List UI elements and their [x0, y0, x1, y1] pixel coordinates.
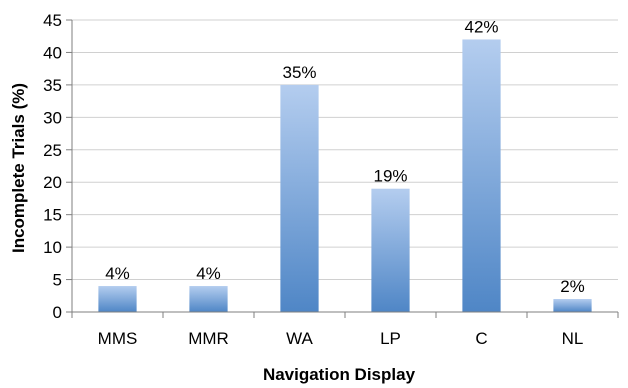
x-tick-label: LP — [380, 329, 401, 348]
data-label: 4% — [196, 264, 221, 283]
labels: 0 5 10 15 20 25 30 35 40 45 MMS 4% MMR 4% WA 35% LP 19% C 4… — [43, 11, 585, 348]
x-tick-label: NL — [562, 329, 584, 348]
x-tick-label: WA — [286, 329, 313, 348]
y-tick-label: 20 — [43, 173, 62, 192]
y-tick-label: 45 — [43, 11, 62, 30]
y-tick-label: 25 — [43, 141, 62, 160]
y-tick-label: 40 — [43, 43, 62, 62]
axes — [66, 19, 619, 318]
y-tick-label: 30 — [43, 108, 62, 127]
gridlines — [72, 19, 618, 281]
bar-lp — [371, 188, 410, 312]
data-label: 19% — [373, 167, 407, 186]
y-tick-label: 15 — [43, 206, 62, 225]
bars — [98, 39, 592, 312]
y-tick-label: 5 — [53, 271, 62, 290]
data-label: 4% — [105, 264, 130, 283]
y-axis-title: Incomplete Trials (%) — [9, 83, 28, 253]
data-label: 42% — [464, 17, 498, 36]
x-axis-title: Navigation Display — [263, 365, 416, 384]
data-label: 35% — [282, 63, 316, 82]
bar-mmr — [189, 286, 228, 312]
x-tick-label: MMR — [188, 329, 229, 348]
bar-wa — [280, 84, 319, 312]
bar-c — [462, 39, 501, 312]
y-tick-label: 35 — [43, 76, 62, 95]
x-tick-label: C — [475, 329, 487, 348]
y-tick-label: 0 — [53, 303, 62, 322]
bar-mms — [98, 286, 137, 312]
bar-nl — [553, 299, 592, 312]
y-tick-label: 10 — [43, 238, 62, 257]
data-label: 2% — [560, 277, 585, 296]
x-tick-label: MMS — [98, 329, 138, 348]
